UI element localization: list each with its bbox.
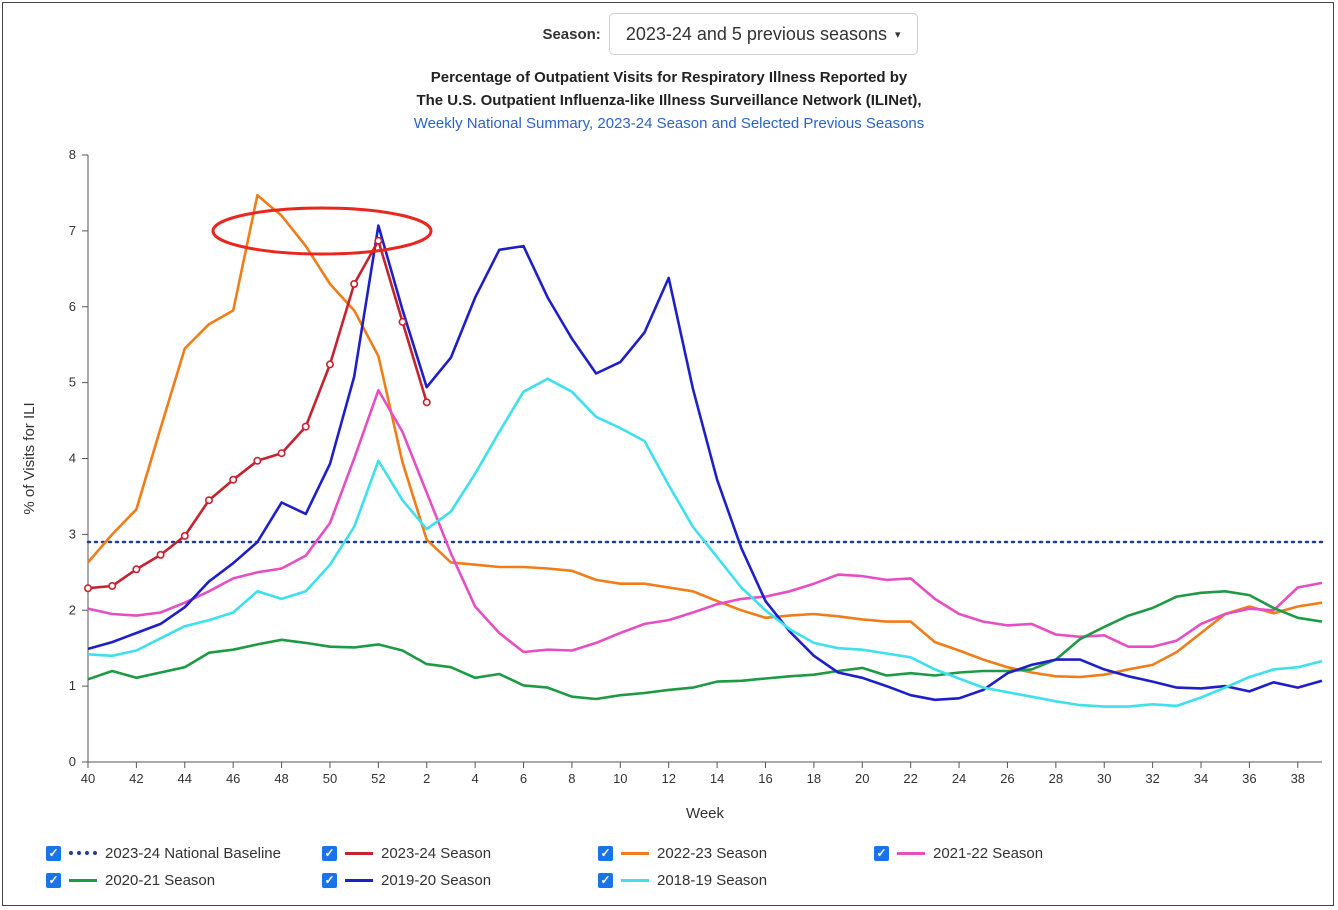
x-tick-label: 44 — [178, 771, 192, 786]
x-tick-label: 28 — [1049, 771, 1063, 786]
legend-item-2019-20[interactable]: ✓ 2019-20 Season — [322, 869, 491, 891]
series-point-2023-24-season — [301, 422, 310, 431]
x-tick-label: 14 — [710, 771, 724, 786]
checkbox-checked-icon[interactable]: ✓ — [46, 872, 61, 888]
x-tick-label: 52 — [371, 771, 385, 786]
series-point-2023-24-season — [374, 236, 383, 245]
chart-title-block: Percentage of Outpatient Visits for Resp… — [0, 66, 1338, 135]
x-tick-label: 12 — [661, 771, 675, 786]
legend-label: 2020-21 Season — [105, 871, 216, 889]
x-tick-label: 20 — [855, 771, 869, 786]
y-tick-label: 4 — [69, 451, 76, 466]
legend-label: 2023-24 National Baseline — [105, 844, 281, 862]
series-point-2023-24-season — [325, 360, 334, 369]
series-point-2023-24-season — [229, 475, 238, 484]
checkbox-checked-icon[interactable]: ✓ — [598, 872, 613, 888]
legend-item-2021-22[interactable]: ✓ 2021-22 Season — [874, 842, 1043, 864]
y-tick-label: 7 — [69, 223, 76, 238]
series-point-2023-24-season — [108, 581, 117, 590]
x-tick-label: 38 — [1291, 771, 1305, 786]
legend-item-baseline[interactable]: ✓ 2023-24 National Baseline — [46, 842, 281, 864]
x-tick-label: 36 — [1242, 771, 1256, 786]
series-point-2023-24-season — [180, 531, 189, 540]
checkbox-checked-icon[interactable]: ✓ — [874, 845, 889, 861]
series-point-2023-24-season — [398, 317, 407, 326]
x-tick-label: 30 — [1097, 771, 1111, 786]
series-line-2021-22-season — [87, 388, 1323, 654]
x-tick-label: 48 — [274, 771, 288, 786]
y-tick-label: 5 — [69, 375, 76, 390]
x-axis-title: Week — [686, 805, 725, 822]
legend-swatch — [897, 851, 925, 855]
season-dropdown[interactable]: 2023-24 and 5 previous seasons ▾ — [608, 13, 918, 55]
legend-swatch — [345, 878, 373, 882]
checkbox-checked-icon[interactable]: ✓ — [322, 845, 337, 861]
x-tick-label: 2 — [423, 771, 430, 786]
checkbox-checked-icon[interactable]: ✓ — [598, 845, 613, 861]
series-point-2023-24-season — [350, 279, 359, 288]
legend-swatch — [69, 878, 97, 882]
legend-item-2018-19[interactable]: ✓ 2018-19 Season — [598, 869, 767, 891]
y-axis-title: % of Visits for ILI — [21, 402, 38, 514]
legend-swatch — [621, 878, 649, 882]
x-tick-label: 50 — [323, 771, 337, 786]
chevron-down-icon: ▾ — [895, 28, 901, 41]
season-selector-row: Season: 2023-24 and 5 previous seasons ▾ — [0, 12, 1338, 56]
y-tick-label: 2 — [69, 602, 76, 617]
x-tick-label: 42 — [129, 771, 143, 786]
series-line-2023-24-season — [87, 239, 428, 590]
season-label: Season: — [542, 25, 601, 43]
series-point-2023-24-season — [156, 550, 165, 559]
series-point-2023-24-season — [84, 584, 93, 593]
y-tick-label: 8 — [69, 147, 76, 162]
checkbox-checked-icon[interactable]: ✓ — [46, 845, 61, 861]
x-tick-label: 34 — [1194, 771, 1208, 786]
chart-title-line-1: Percentage of Outpatient Visits for Resp… — [430, 69, 908, 86]
legend-item-2023-24[interactable]: ✓ 2023-24 Season — [322, 842, 491, 864]
series-point-2023-24-season — [132, 565, 141, 574]
x-tick-label: 26 — [1000, 771, 1014, 786]
chart-title-line-2: The U.S. Outpatient Influenza-like Illne… — [416, 92, 922, 109]
legend-label: 2019-20 Season — [381, 871, 492, 889]
legend-item-2020-21[interactable]: ✓ 2020-21 Season — [46, 869, 215, 891]
series-point-2023-24-season — [422, 398, 431, 407]
series-point-2023-24-season — [277, 449, 286, 458]
y-tick-label: 3 — [69, 526, 76, 541]
x-tick-label: 18 — [807, 771, 821, 786]
checkbox-checked-icon[interactable]: ✓ — [322, 872, 337, 888]
peak-highlight-ellipse — [211, 206, 433, 256]
legend-swatch — [69, 851, 97, 855]
x-tick-label: 6 — [520, 771, 527, 786]
legend-label: 2023-24 Season — [381, 844, 492, 862]
chart-subtitle: Weekly National Summary, 2023-24 Season … — [413, 115, 925, 132]
x-tick-label: 4 — [472, 771, 479, 786]
x-tick-label: 10 — [613, 771, 627, 786]
x-tick-label: 24 — [952, 771, 966, 786]
legend-item-2022-23[interactable]: ✓ 2022-23 Season — [598, 842, 767, 864]
legend-label: 2022-23 Season — [657, 844, 768, 862]
y-tick-label: 6 — [69, 299, 76, 314]
legend-label: 2021-22 Season — [933, 844, 1044, 862]
series-line-2020-21-season — [87, 589, 1323, 701]
season-dropdown-value: 2023-24 and 5 previous seasons — [625, 23, 887, 44]
series-line-2018-19-season — [87, 377, 1323, 708]
series-line-2019-20-season — [87, 224, 1323, 702]
y-tick-label: 0 — [69, 754, 76, 769]
x-tick-label: 32 — [1145, 771, 1159, 786]
x-tick-label: 16 — [758, 771, 772, 786]
series-point-2023-24-season — [204, 496, 213, 505]
x-tick-label: 40 — [81, 771, 95, 786]
y-tick-label: 1 — [69, 678, 76, 693]
x-tick-label: 46 — [226, 771, 240, 786]
legend-swatch — [345, 851, 373, 855]
x-tick-label: 22 — [903, 771, 917, 786]
x-tick-label: 8 — [568, 771, 575, 786]
legend-label: 2018-19 Season — [657, 871, 768, 889]
legend-swatch — [621, 851, 649, 855]
series-point-2023-24-season — [253, 456, 262, 465]
